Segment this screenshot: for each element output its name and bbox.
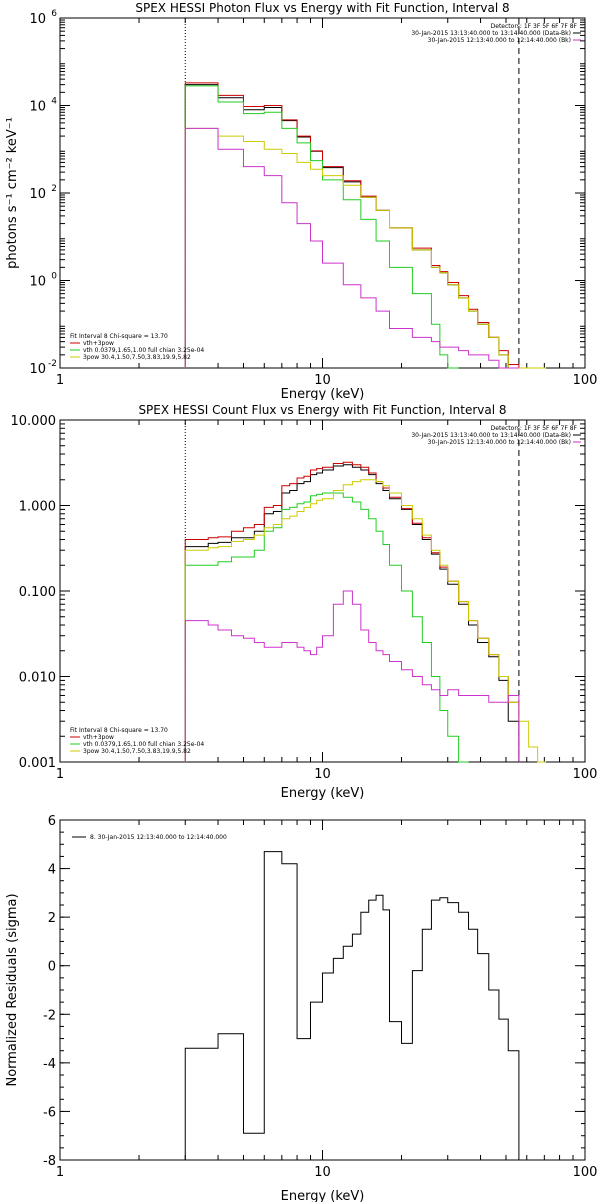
count-flux-plot: SPEX HESSI Count Flux vs Energy with Fit… bbox=[11, 403, 598, 801]
series-line-0 bbox=[184, 464, 520, 762]
y-tick-label: 6 bbox=[48, 814, 56, 829]
series-line-3 bbox=[184, 127, 546, 369]
y-tick-label: 4 bbox=[48, 863, 56, 878]
y-tick-label: 10.000 bbox=[11, 414, 57, 429]
legend-left-entry: vth+3pow bbox=[83, 734, 114, 741]
y-tick-label: -6 bbox=[43, 1105, 56, 1120]
y-tick-label: 10 bbox=[29, 100, 46, 115]
y-tick-label: 10 bbox=[29, 362, 46, 377]
x-tick-label: 10 bbox=[314, 373, 331, 388]
x-tick-label: 10 bbox=[314, 1165, 331, 1180]
legend-right-entry: 30-Jan-2015 13:13:40.000 to 13:14:40.000… bbox=[411, 432, 571, 439]
y-tick-exponent: 4 bbox=[51, 97, 57, 107]
y-tick-exponent: 6 bbox=[51, 9, 57, 19]
legend-left-entry: vth 0.0379,1.65,1.00 full chian 3.25e-04 bbox=[83, 741, 204, 748]
y-tick-label: 0.010 bbox=[19, 671, 56, 686]
x-tick-label: 1 bbox=[56, 1165, 64, 1180]
legend-left-entry: vth+3pow bbox=[83, 340, 114, 347]
legend-right-header: Detectors: 1F 3F 5F 6F 7F 8F bbox=[491, 425, 578, 432]
series-line-4 bbox=[184, 127, 519, 369]
y-tick-exponent: -2 bbox=[48, 359, 57, 369]
x-tick-label: 100 bbox=[573, 767, 598, 782]
series-line-2 bbox=[184, 85, 459, 369]
series-line-0 bbox=[184, 84, 519, 369]
series-line-2 bbox=[184, 492, 469, 763]
plot-frame bbox=[59, 17, 586, 369]
legend-right-entry: 30-Jan-2015 12:13:40.000 to 12:14:40.000… bbox=[428, 37, 571, 44]
x-axis-label: Energy (keV) bbox=[281, 1189, 365, 1202]
y-tick-label: 2 bbox=[48, 911, 56, 926]
x-tick-label: 10 bbox=[314, 767, 331, 782]
series-line-4 bbox=[184, 590, 520, 762]
legend-left-header: Fit Interval 8 Chi-square = 13.70 bbox=[70, 727, 168, 734]
legend-right-entry: 30-Jan-2015 13:13:40.000 to 13:14:40.000… bbox=[411, 30, 571, 37]
y-tick-exponent: 2 bbox=[51, 184, 57, 194]
legend-left-header: Fit Interval 8 Chi-square = 13.70 bbox=[70, 333, 168, 340]
x-axis-label: Energy (keV) bbox=[281, 387, 365, 400]
x-axis-label: Energy (keV) bbox=[281, 786, 365, 801]
legend-left-entry: 3pow 30.4,1.50,7.50,3.83,19.9,5.82 bbox=[83, 354, 191, 361]
y-tick-label: 1.000 bbox=[19, 500, 56, 515]
x-tick-label: 100 bbox=[573, 373, 598, 388]
y-axis-label: photons s⁻¹ cm⁻² keV⁻¹ bbox=[5, 117, 20, 269]
legend-left-entry: 3pow 30.4,1.50,7.50,3.83,19.9,5.82 bbox=[83, 748, 191, 755]
y-tick-label: 0.001 bbox=[19, 756, 56, 771]
y-tick-label: 10 bbox=[29, 12, 46, 27]
residuals-plot: 1 10 100 -8 -6 -4 -2 0 2 4 6 Energy (keV) Normalized… bbox=[5, 814, 598, 1202]
y-tick-label: 0.100 bbox=[19, 585, 56, 600]
chart-title: SPEX HESSI Count Flux vs Energy with Fit… bbox=[138, 403, 506, 417]
series-line-0 bbox=[184, 851, 520, 1160]
y-tick-label: -2 bbox=[43, 1008, 56, 1023]
y-tick-exponent: 0 bbox=[51, 272, 57, 282]
legend-right-header: Detectors: 1F 3F 5F 6F 7F 8F bbox=[491, 23, 578, 30]
legend-top-entry: 8. 30-Jan-2015 12:13:40.000 to 12:14:40.… bbox=[90, 834, 227, 841]
x-tick-label: 100 bbox=[573, 1165, 598, 1180]
y-tick-label: 0 bbox=[48, 960, 56, 975]
y-tick-label: -4 bbox=[43, 1057, 56, 1072]
photon-flux-plot: SPEX HESSI Photon Flux vs Energy with Fi… bbox=[5, 1, 598, 400]
x-tick-label: 1 bbox=[56, 373, 64, 388]
legend-left-entry: vth 0.0379,1.65,1.00 full chian 3.25e-04 bbox=[83, 347, 204, 354]
y-tick-label: 10 bbox=[29, 275, 46, 290]
y-axis-label: Normalized Residuals (sigma) bbox=[5, 893, 20, 1086]
y-tick-label: -8 bbox=[43, 1154, 56, 1169]
legend-right-entry: 30-Jan-2015 12:13:40.000 to 12:14:40.000… bbox=[428, 439, 571, 446]
y-tick-label: 10 bbox=[29, 187, 46, 202]
series-line-3 bbox=[184, 479, 546, 763]
chart-title: SPEX HESSI Photon Flux vs Energy with Fi… bbox=[135, 1, 509, 15]
series-line-1 bbox=[184, 82, 520, 368]
x-tick-label: 1 bbox=[56, 767, 64, 782]
